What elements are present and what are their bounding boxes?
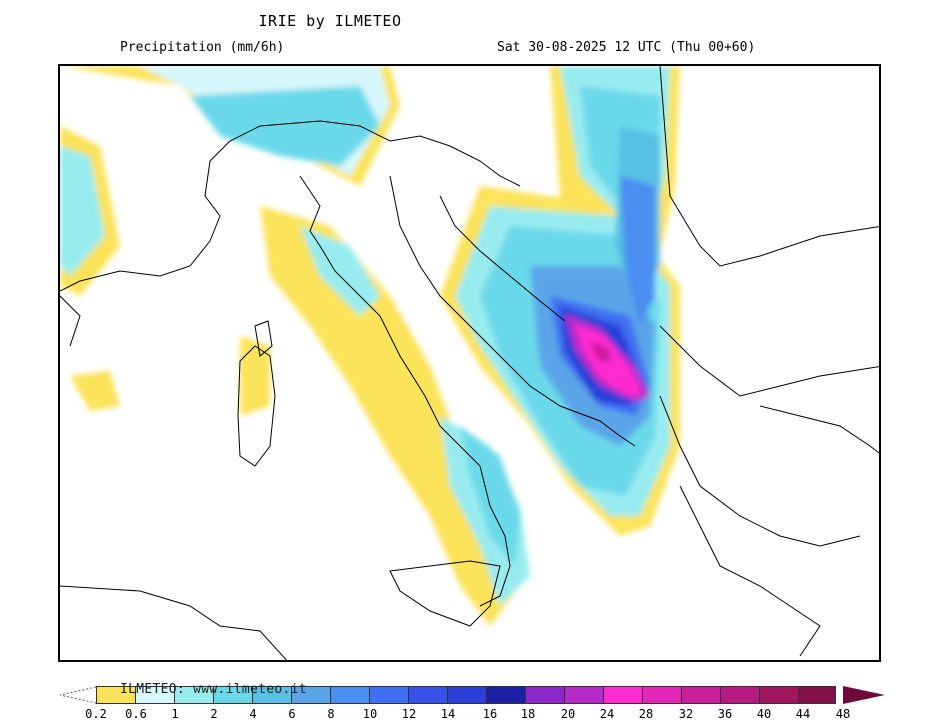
colorbar-cell — [253, 686, 292, 704]
colorbar-label: 16 — [482, 707, 498, 721]
colorbar-label: 24 — [599, 707, 615, 721]
chart-title: IRIE by ILMETEO — [258, 12, 402, 30]
colorbar-cell — [760, 686, 799, 704]
precipitation-map — [58, 64, 881, 662]
colorbar-cell — [721, 686, 760, 704]
watermark: ILMETEO: www.ilmeteo.it — [120, 682, 307, 697]
colorbar-cell — [136, 686, 175, 704]
colorbar-label: 14 — [440, 707, 456, 721]
colorbar-label: 6 — [288, 707, 296, 721]
colorbar-label: 44 — [795, 707, 811, 721]
colorbar-cell — [409, 686, 448, 704]
colorbar-label: 28 — [638, 707, 654, 721]
colorbar-label: 32 — [678, 707, 694, 721]
colorbar-cell — [604, 686, 643, 704]
colorbar-overflow-arrow — [843, 686, 885, 704]
colorbar-cell — [331, 686, 370, 704]
colorbar-cell — [682, 686, 721, 704]
colorbar-cell — [214, 686, 253, 704]
colorbar-cell — [370, 686, 409, 704]
variable-label: Precipitation (mm/6h) — [120, 40, 285, 55]
valid-time-label: Sat 30-08-2025 12 UTC (Thu 00+60) — [497, 40, 756, 55]
colorbar-underflow-indicator — [59, 686, 96, 704]
precip-fields — [60, 66, 680, 626]
colorbar-label: 20 — [560, 707, 576, 721]
colorbar — [96, 686, 836, 704]
colorbar-label: 48 — [835, 707, 851, 721]
colorbar-label: 8 — [327, 707, 335, 721]
colorbar-cell — [643, 686, 682, 704]
colorbar-label: 4 — [249, 707, 257, 721]
colorbar-cell — [448, 686, 487, 704]
colorbar-label: 18 — [520, 707, 536, 721]
colorbar-cell — [96, 686, 136, 704]
coastlines — [60, 66, 879, 660]
colorbar-cell — [487, 686, 526, 704]
colorbar-cell — [565, 686, 604, 704]
colorbar-cell — [526, 686, 565, 704]
colorbar-cell — [175, 686, 214, 704]
colorbar-label: 10 — [362, 707, 378, 721]
colorbar-label: 12 — [401, 707, 417, 721]
colorbar-label: 40 — [756, 707, 772, 721]
colorbar-label: 0.6 — [125, 707, 147, 721]
colorbar-label: 0.2 — [85, 707, 107, 721]
colorbar-cell — [799, 686, 836, 704]
colorbar-labels: 0.2 0.6 1 2 4 6 8 10 12 14 16 18 20 24 2… — [0, 707, 940, 723]
colorbar-label: 1 — [171, 707, 179, 721]
colorbar-label: 36 — [717, 707, 733, 721]
colorbar-label: 2 — [210, 707, 218, 721]
map-canvas — [60, 66, 879, 660]
colorbar-cell — [292, 686, 331, 704]
